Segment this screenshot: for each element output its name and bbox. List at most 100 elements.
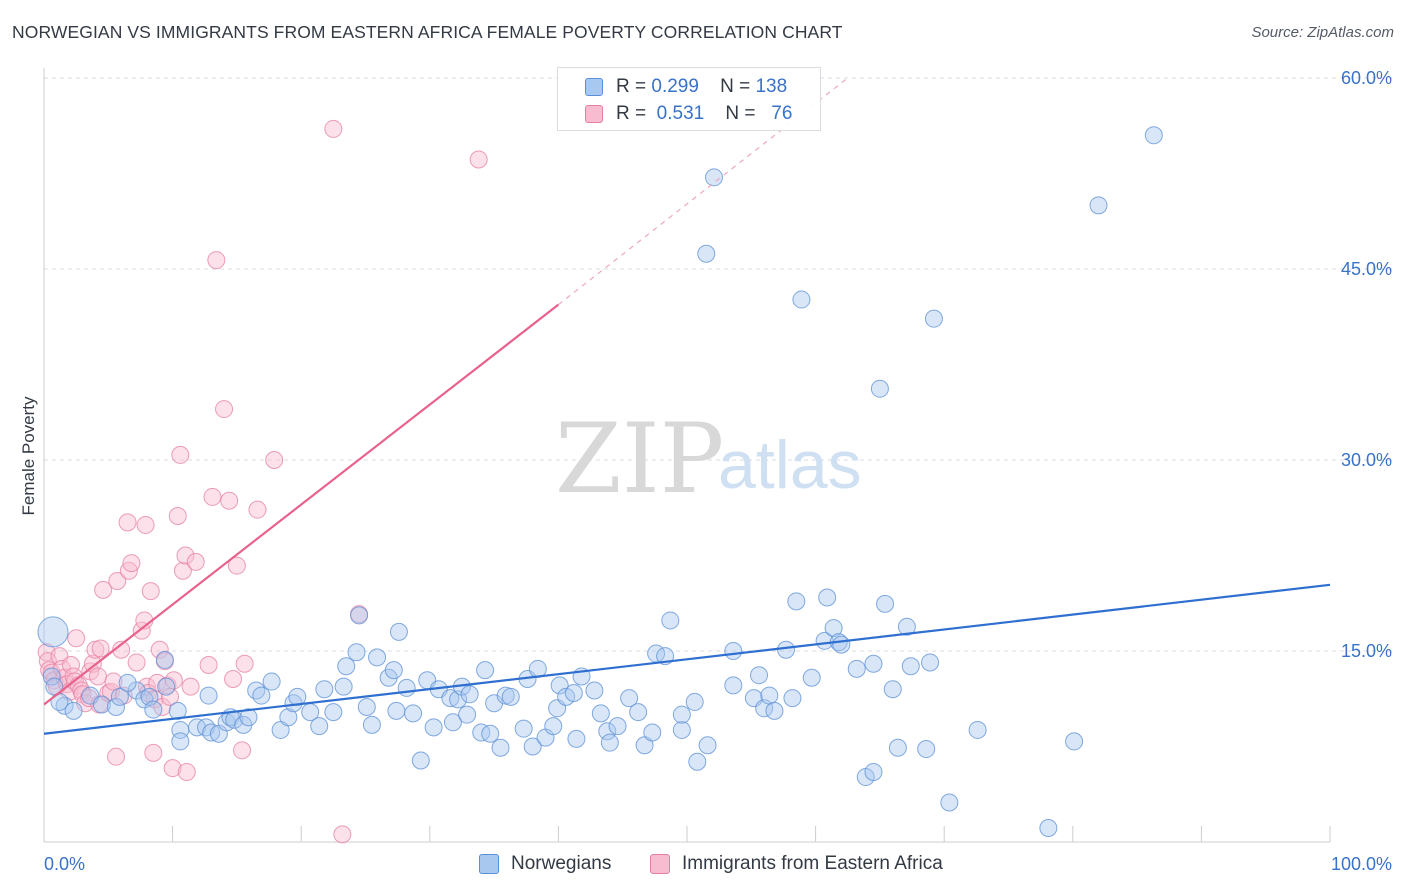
legend-label-norwegians: Norwegians: [511, 853, 612, 874]
data-point-immigrants: [127, 653, 146, 672]
data-point-norwegians: [705, 168, 724, 187]
data-point-norwegians: [783, 689, 802, 708]
data-point-norwegians: [968, 720, 987, 739]
data-point-immigrants: [265, 451, 284, 469]
data-point-immigrants: [199, 656, 218, 675]
data-point-immigrants: [104, 672, 123, 691]
data-point-norwegians: [724, 642, 743, 660]
data-point-immigrants: [248, 500, 267, 519]
watermark: ZIP atlas: [555, 403, 862, 515]
data-point-immigrants: [91, 639, 110, 658]
data-point-immigrants: [227, 556, 246, 575]
data-point-norwegians: [724, 676, 743, 695]
data-point-norwegians: [460, 685, 479, 704]
watermark-atlas: atlas: [718, 427, 862, 503]
data-point-norwegians: [171, 732, 190, 751]
data-point-immigrants: [233, 741, 252, 760]
r-value: 0.299: [651, 76, 699, 97]
data-point-immigrants: [107, 747, 126, 766]
data-point-norwegians: [357, 698, 376, 717]
data-point-norwegians: [389, 622, 408, 641]
data-point-norwegians: [443, 713, 462, 732]
data-point-norwegians: [818, 588, 837, 607]
data-point-immigrants: [207, 251, 226, 270]
data-point-immigrants: [38, 652, 57, 671]
data-point-norwegians: [672, 705, 691, 724]
trend-lines: [43, 77, 1331, 735]
source-label: Source: ZipAtlas.com: [1251, 24, 1394, 41]
data-point-immigrants: [89, 667, 108, 686]
y-tick-label: 30.0%: [1341, 450, 1392, 470]
data-point-norwegians: [157, 677, 176, 696]
data-point-norwegians: [1144, 126, 1163, 145]
data-point-norwegians: [92, 695, 111, 714]
trend-line-immigrants-extension: [558, 77, 849, 306]
data-point-norwegians: [940, 793, 959, 812]
data-point-norwegians: [698, 736, 717, 755]
r-label: R =: [616, 76, 647, 97]
data-point-norwegians: [202, 723, 221, 742]
x-tick-label: 100.0%: [1331, 854, 1392, 874]
data-point-norwegians: [864, 654, 883, 673]
data-point-norwegians: [472, 723, 491, 742]
data-point-immigrants: [324, 119, 343, 138]
data-point-norwegians: [424, 718, 443, 737]
data-point-norwegians: [564, 684, 583, 703]
legend-label-immigrants: Immigrants from Eastern Africa: [682, 853, 943, 874]
data-point-norwegians: [1065, 732, 1084, 751]
data-point-norwegians: [591, 704, 610, 723]
data-point-immigrants: [186, 552, 205, 571]
data-point-norwegians: [629, 703, 648, 722]
data-point-norwegians: [144, 700, 163, 719]
data-point-norwegians: [279, 708, 298, 727]
data-point-norwegians: [864, 762, 883, 781]
series-norwegians-points: [37, 126, 1163, 837]
data-point-immigrants: [136, 515, 155, 534]
data-point-norwegians: [897, 617, 916, 636]
data-point-norwegians: [514, 719, 533, 738]
series-immigrants-points: [37, 119, 488, 844]
y-tick-label: 60.0%: [1341, 68, 1392, 88]
correlation-legend: R = 0.299 N = 138 R = 0.531 N = 76: [557, 67, 821, 131]
data-point-norwegians: [661, 611, 680, 630]
data-point-immigrants: [469, 150, 488, 169]
data-point-norwegians: [567, 729, 586, 748]
data-point-norwegians: [550, 676, 569, 695]
data-point-norwegians: [397, 678, 416, 697]
data-point-immigrants: [203, 487, 222, 506]
data-point-norwegians: [685, 692, 704, 711]
legend-text-immigrants: R = 0.531 N = 76: [616, 103, 792, 125]
watermark-zip: ZIP: [555, 403, 724, 515]
n-label: N =: [720, 76, 751, 97]
data-point-norwegians: [924, 309, 943, 328]
y-axis-label: Female Poverty: [19, 396, 38, 516]
legend-swatch-immigrants: [650, 854, 670, 874]
data-point-norwegians: [368, 648, 387, 667]
data-point-norwegians: [252, 686, 271, 705]
data-point-norwegians: [824, 619, 843, 638]
data-point-norwegians: [832, 635, 851, 654]
data-point-norwegians: [310, 717, 329, 736]
series-legend: Norwegians Immigrants from Eastern Afric…: [0, 851, 1406, 879]
data-point-norwegians: [585, 681, 604, 700]
data-point-norwegians: [350, 606, 369, 625]
data-point-norwegians: [199, 686, 218, 705]
data-point-norwegians: [544, 717, 563, 736]
data-point-norwegians: [777, 640, 796, 659]
data-point-norwegians: [262, 672, 281, 691]
data-point-norwegians: [315, 680, 334, 699]
data-point-norwegians: [697, 244, 716, 263]
data-point-immigrants: [141, 582, 160, 601]
data-point-norwegians: [110, 687, 129, 706]
data-point-norwegians: [901, 657, 920, 676]
data-point-immigrants: [220, 491, 239, 510]
legend-swatch-norwegians: [479, 854, 499, 874]
data-point-immigrants: [176, 546, 195, 565]
data-point-norwegians: [324, 703, 343, 722]
data-point-immigrants: [333, 825, 352, 844]
data-point-norwegians: [600, 733, 619, 752]
data-point-norwegians: [802, 668, 821, 687]
data-point-norwegians: [921, 653, 940, 672]
data-point-immigrants: [235, 654, 254, 673]
